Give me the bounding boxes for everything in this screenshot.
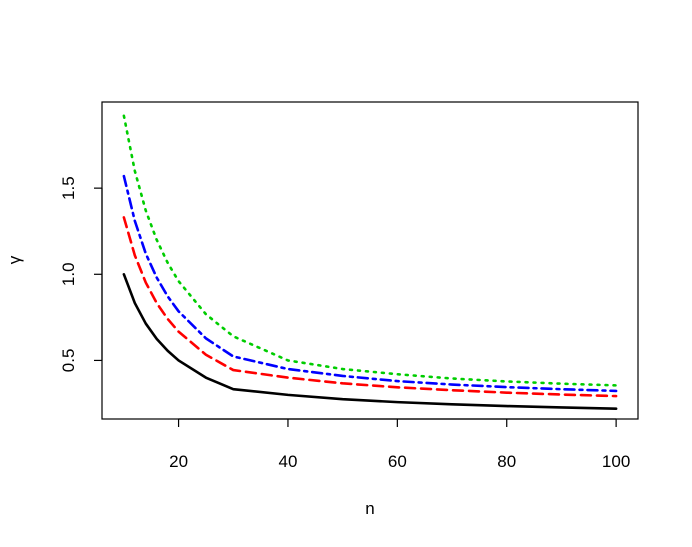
series-layer (122, 114, 618, 410)
x-tick-label: 40 (278, 452, 297, 471)
x-tick-label: 80 (497, 452, 516, 471)
y-axis-title: γ (5, 255, 24, 264)
x-tick-label: 100 (602, 452, 630, 471)
x-axis-title: n (365, 499, 374, 518)
series-line-1 (122, 272, 618, 410)
plot-frame (101, 101, 639, 420)
y-tick-label: 1.0 (59, 262, 78, 286)
y-tick-label: 0.5 (59, 349, 78, 373)
y-tick-label: 1.5 (59, 176, 78, 200)
y-axis: 0.5 1.0 1.5 (59, 176, 103, 373)
x-tick-label: 60 (388, 452, 407, 471)
series-line-3 (122, 174, 618, 393)
x-axis: 20 40 60 80 100 (169, 418, 630, 471)
x-tick-label: 20 (169, 452, 188, 471)
series-line-4 (122, 114, 618, 387)
series-line-2 (122, 216, 618, 398)
